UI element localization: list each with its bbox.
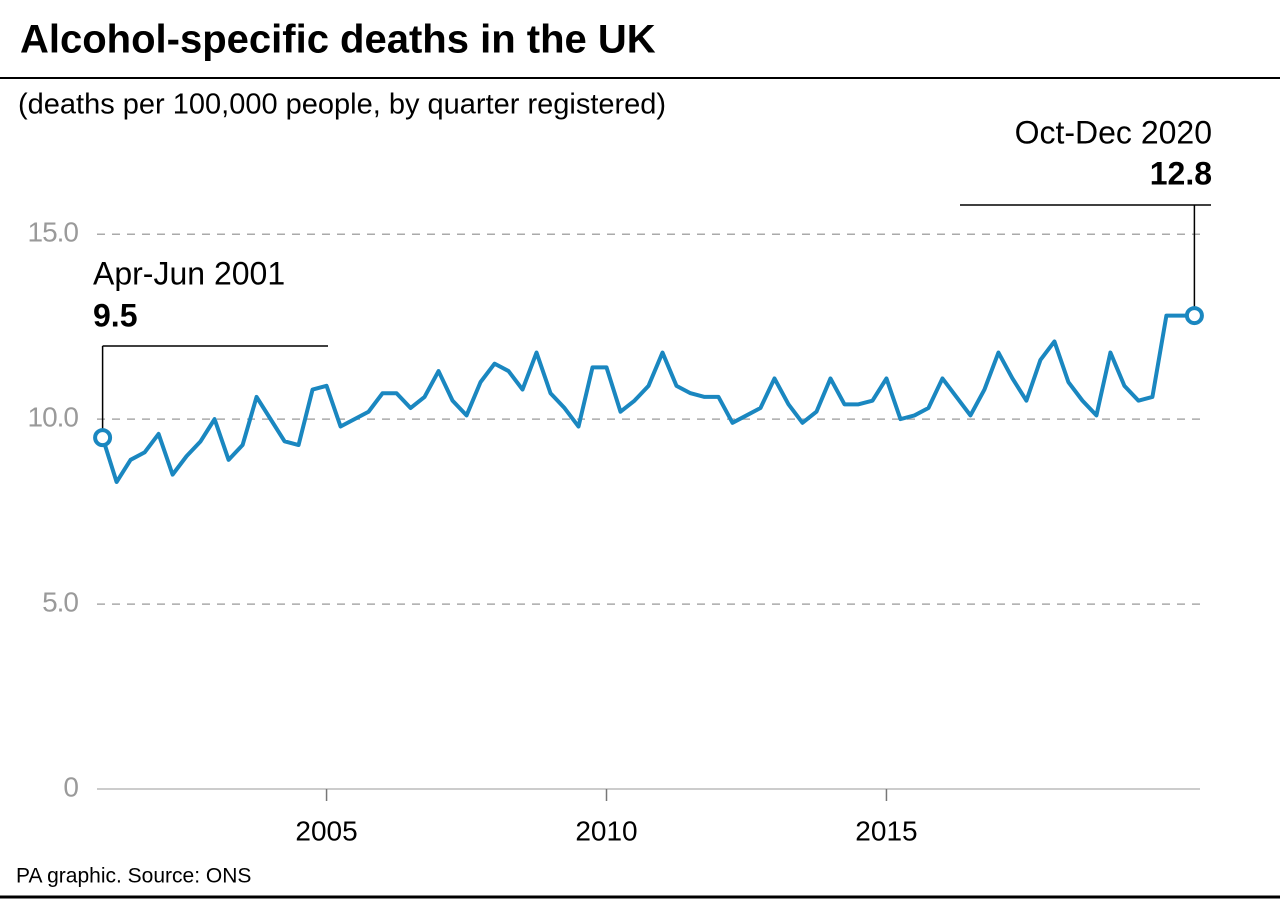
y-tick-label: 0	[63, 771, 78, 802]
x-tick-label: 2015	[855, 815, 917, 846]
y-tick-label: 15.0	[28, 217, 79, 248]
x-tick-label: 2005	[295, 815, 357, 846]
line	[100, 313, 1195, 485]
annotation-label: Oct-Dec 2020	[1015, 114, 1212, 150]
chart-title: Alcohol-specific deaths in the UK	[20, 18, 656, 62]
end-marker	[1184, 306, 1204, 326]
annotation-label: Apr-Jun 2001	[93, 255, 285, 291]
chart-subtitle: (deaths per 100,000 people, by quarter r…	[18, 89, 666, 121]
source: PA graphic. Source: ONS	[16, 865, 251, 888]
annotation-value: 12.8	[1150, 155, 1212, 191]
y-tick-label: 10.0	[28, 402, 79, 433]
x-tick-label: 2010	[575, 815, 637, 846]
end-marker	[93, 428, 113, 448]
annotation-value: 9.5	[93, 297, 137, 333]
y-tick-label: 5.0	[42, 586, 78, 617]
